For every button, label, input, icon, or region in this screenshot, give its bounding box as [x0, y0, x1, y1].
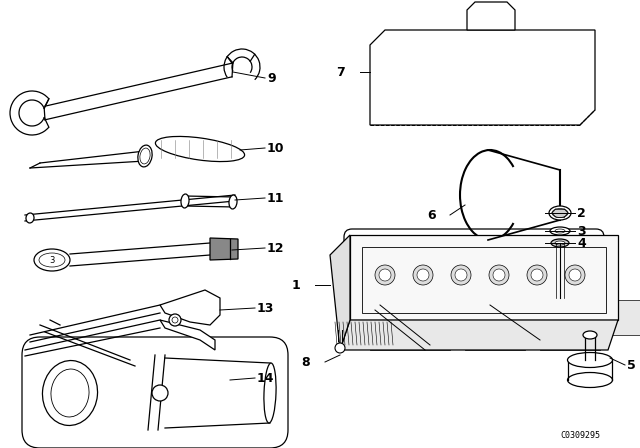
Text: 3: 3: [577, 224, 586, 237]
Text: 9: 9: [267, 72, 276, 85]
Circle shape: [493, 269, 505, 281]
Text: 4: 4: [577, 237, 586, 250]
Bar: [465, 300, 525, 350]
Circle shape: [451, 265, 471, 285]
Ellipse shape: [34, 249, 70, 271]
Ellipse shape: [552, 208, 568, 217]
Circle shape: [489, 265, 509, 285]
Ellipse shape: [568, 353, 612, 367]
Ellipse shape: [138, 145, 152, 167]
Circle shape: [335, 343, 345, 353]
Text: 10: 10: [267, 142, 285, 155]
Ellipse shape: [264, 363, 276, 423]
Ellipse shape: [181, 194, 189, 208]
Circle shape: [569, 269, 581, 281]
Ellipse shape: [156, 137, 244, 162]
Text: 12: 12: [267, 241, 285, 254]
Ellipse shape: [229, 195, 237, 209]
Ellipse shape: [26, 213, 34, 223]
Circle shape: [169, 314, 181, 326]
Polygon shape: [467, 2, 515, 30]
Text: 2: 2: [577, 207, 586, 220]
Ellipse shape: [583, 331, 597, 339]
Circle shape: [375, 265, 395, 285]
Ellipse shape: [549, 206, 571, 220]
FancyBboxPatch shape: [22, 337, 288, 448]
Polygon shape: [160, 290, 220, 325]
Circle shape: [565, 265, 585, 285]
Polygon shape: [330, 235, 350, 350]
Ellipse shape: [568, 372, 612, 388]
Bar: [370, 300, 450, 350]
Text: 3: 3: [49, 255, 54, 264]
Circle shape: [531, 269, 543, 281]
Polygon shape: [210, 238, 238, 260]
Ellipse shape: [555, 229, 565, 233]
Circle shape: [379, 269, 391, 281]
Ellipse shape: [42, 361, 97, 426]
Text: 13: 13: [257, 302, 275, 314]
Polygon shape: [350, 235, 618, 320]
Text: 1: 1: [291, 279, 300, 292]
Circle shape: [413, 265, 433, 285]
Circle shape: [455, 269, 467, 281]
Text: 14: 14: [257, 371, 275, 384]
Polygon shape: [160, 320, 215, 350]
Bar: [610, 300, 640, 335]
Polygon shape: [370, 30, 595, 125]
Text: 7: 7: [336, 65, 345, 78]
Circle shape: [527, 265, 547, 285]
Text: C0309295: C0309295: [560, 431, 600, 439]
Text: 11: 11: [267, 191, 285, 204]
Ellipse shape: [39, 253, 65, 267]
Text: 6: 6: [428, 208, 436, 221]
Polygon shape: [340, 320, 618, 350]
Bar: [540, 300, 600, 350]
Text: 5: 5: [627, 358, 636, 371]
Circle shape: [172, 317, 178, 323]
Ellipse shape: [551, 239, 569, 247]
Circle shape: [152, 385, 168, 401]
Text: 8: 8: [301, 356, 310, 369]
Ellipse shape: [550, 227, 570, 235]
Ellipse shape: [555, 241, 565, 245]
Circle shape: [417, 269, 429, 281]
